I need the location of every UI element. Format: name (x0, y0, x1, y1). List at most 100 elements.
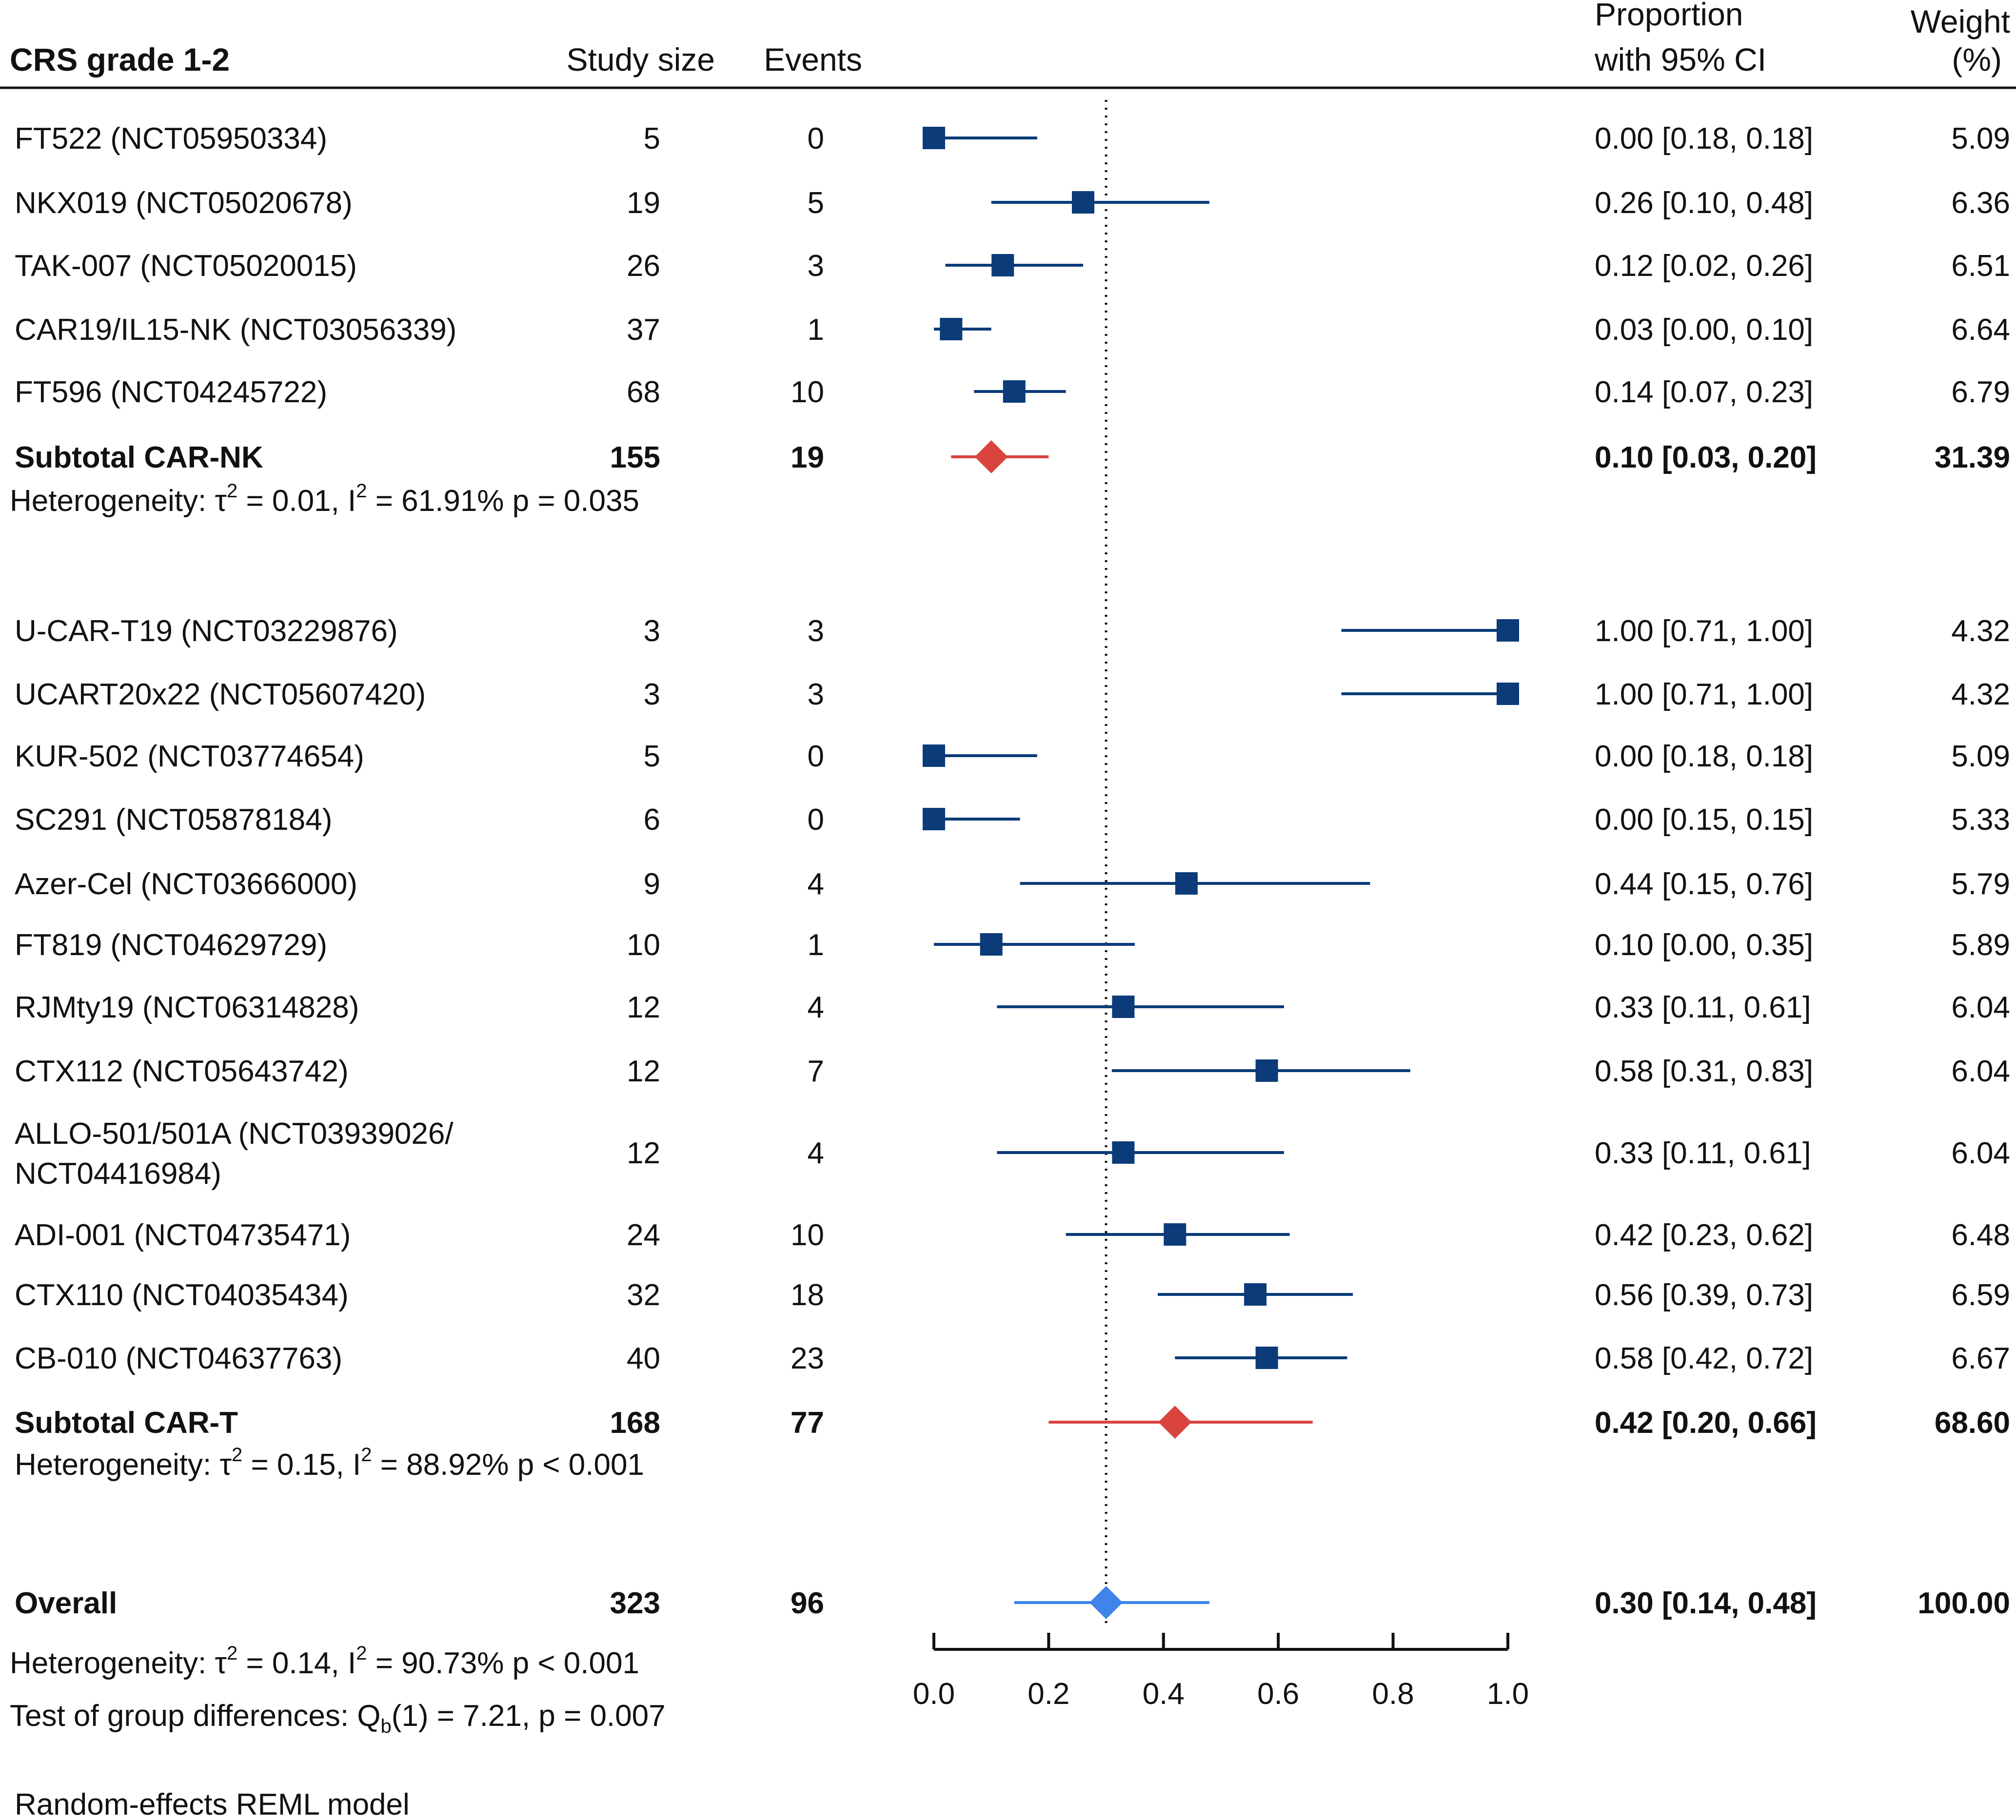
study-point-estimate (940, 318, 963, 340)
study-study-size: 6 (644, 803, 660, 837)
study-events: 3 (808, 249, 824, 283)
study-study-size: 19 (627, 186, 660, 220)
study-ci-text: 0.00 [0.18, 0.18] (1595, 122, 1813, 156)
study-weight: 6.51 (1951, 249, 2010, 283)
subtotal-study-size: 155 (610, 441, 660, 474)
study-ci-text: 0.14 [0.07, 0.23] (1595, 375, 1813, 409)
study-weight: 6.48 (1951, 1218, 2010, 1252)
study-study-size: 10 (627, 928, 660, 962)
study-ci-text: 1.00 [0.71, 1.00] (1595, 614, 1813, 648)
study-ci-text: 0.58 [0.42, 0.72] (1595, 1342, 1813, 1375)
subtotal-label: Subtotal CAR-NK (15, 441, 263, 474)
chart-title: CRS grade 1-2 (10, 41, 230, 78)
overall-diamond (1089, 1586, 1123, 1619)
study-weight: 6.79 (1951, 375, 2010, 409)
study-events: 3 (808, 614, 824, 648)
study-weight: 5.09 (1951, 740, 2010, 773)
study-study-size: 68 (627, 375, 660, 409)
study-label: SC291 (NCT05878184) (15, 803, 332, 837)
subtotal-ci-text: 0.42 [0.20, 0.66] (1595, 1406, 1817, 1440)
study-label: TAK-007 (NCT05020015) (15, 249, 357, 283)
study-weight: 5.79 (1951, 867, 2010, 901)
subtotal-ci-text: 0.10 [0.03, 0.20] (1595, 441, 1817, 474)
study-events: 4 (808, 1136, 824, 1170)
col-header-weight-line1: Weight (1911, 3, 2010, 39)
col-header-ci-line2: with 95% CI (1594, 41, 1766, 78)
study-events: 10 (791, 375, 824, 409)
study-study-size: 12 (627, 1055, 660, 1088)
study-study-size: 24 (627, 1218, 660, 1252)
overall-weight: 100.00 (1917, 1586, 2010, 1620)
study-point-estimate (1497, 619, 1519, 642)
study-label: UCART20x22 (NCT05607420) (15, 678, 426, 711)
study-point-estimate (1255, 1059, 1278, 1082)
subtotal-events: 77 (791, 1406, 824, 1440)
study-weight: 5.09 (1951, 122, 2010, 156)
study-weight: 4.32 (1951, 678, 2010, 711)
study-label: Azer-Cel (NCT03666000) (15, 867, 357, 901)
study-label: RJMty19 (NCT06314828) (15, 991, 359, 1024)
study-events: 4 (808, 867, 824, 901)
col-header-events: Events (764, 41, 862, 78)
study-ci-text: 0.33 [0.11, 0.61] (1595, 1136, 1811, 1170)
x-axis-tick-label: 0.8 (1372, 1677, 1414, 1711)
study-events: 0 (808, 803, 824, 837)
study-events: 4 (808, 991, 824, 1024)
x-axis-tick-label: 0.6 (1257, 1677, 1299, 1711)
overall-study-size: 323 (610, 1586, 660, 1620)
study-point-estimate (980, 933, 1003, 956)
study-events: 18 (791, 1278, 824, 1312)
subtotal-diamond (1158, 1406, 1192, 1439)
subtotal-weight: 68.60 (1935, 1406, 2010, 1440)
x-axis-tick-label: 0.2 (1028, 1677, 1069, 1711)
study-label: CTX110 (NCT04035434) (15, 1278, 349, 1312)
study-label: FT819 (NCT04629729) (15, 928, 327, 962)
study-events: 3 (808, 678, 824, 711)
study-study-size: 9 (644, 867, 660, 901)
study-study-size: 37 (627, 313, 660, 347)
subtotal-weight: 31.39 (1935, 441, 2010, 474)
study-events: 5 (808, 186, 824, 220)
study-ci-text: 0.03 [0.00, 0.10] (1595, 313, 1813, 347)
study-label-cont: NCT04416984) (15, 1157, 221, 1191)
study-point-estimate (1497, 683, 1519, 705)
study-events: 7 (808, 1055, 824, 1088)
study-study-size: 12 (627, 991, 660, 1024)
heterogeneity-stat: Heterogeneity: τ2 = 0.01, I2 = 61.91% p … (10, 480, 639, 518)
col-header-study-size: Study size (567, 41, 715, 78)
study-study-size: 5 (644, 122, 660, 156)
x-axis-tick-label: 1.0 (1487, 1677, 1529, 1711)
study-point-estimate (923, 127, 945, 149)
study-label: CAR19/IL15-NK (NCT03056339) (15, 313, 456, 347)
study-weight: 6.04 (1951, 1055, 2010, 1088)
subtotal-diamond (974, 440, 1008, 473)
study-point-estimate (1112, 996, 1135, 1018)
study-label: KUR-502 (NCT03774654) (15, 740, 364, 773)
subtotal-events: 19 (791, 441, 824, 474)
study-point-estimate (1003, 380, 1026, 403)
study-study-size: 26 (627, 249, 660, 283)
overall-heterogeneity: Heterogeneity: τ2 = 0.14, I2 = 90.73% p … (10, 1643, 639, 1680)
subtotal-study-size: 168 (610, 1406, 660, 1440)
group-difference-test: Test of group differences: Qb(1) = 7.21,… (10, 1699, 666, 1737)
study-ci-text: 1.00 [0.71, 1.00] (1595, 678, 1813, 711)
study-weight: 5.89 (1951, 928, 2010, 962)
study-label: FT596 (NCT04245722) (15, 375, 327, 409)
study-ci-text: 0.00 [0.15, 0.15] (1595, 803, 1813, 837)
study-label: NKX019 (NCT05020678) (15, 186, 353, 220)
study-events: 1 (808, 313, 824, 347)
study-ci-text: 0.44 [0.15, 0.76] (1595, 867, 1813, 901)
study-ci-text: 0.26 [0.10, 0.48] (1595, 186, 1813, 220)
study-weight: 5.33 (1951, 803, 2010, 837)
study-point-estimate (1164, 1223, 1186, 1246)
study-weight: 6.04 (1951, 1136, 2010, 1170)
study-weight: 6.36 (1951, 186, 2010, 220)
study-point-estimate (923, 744, 945, 767)
study-weight: 6.64 (1951, 313, 2010, 347)
forest-rows: FT522 (NCT05950334) 5 0 0.00 [0.18, 0.18] 5.… (10, 122, 2010, 1620)
study-point-estimate (1255, 1347, 1278, 1369)
study-study-size: 3 (644, 614, 660, 648)
study-weight: 4.32 (1951, 614, 2010, 648)
study-ci-text: 0.00 [0.18, 0.18] (1595, 740, 1813, 773)
